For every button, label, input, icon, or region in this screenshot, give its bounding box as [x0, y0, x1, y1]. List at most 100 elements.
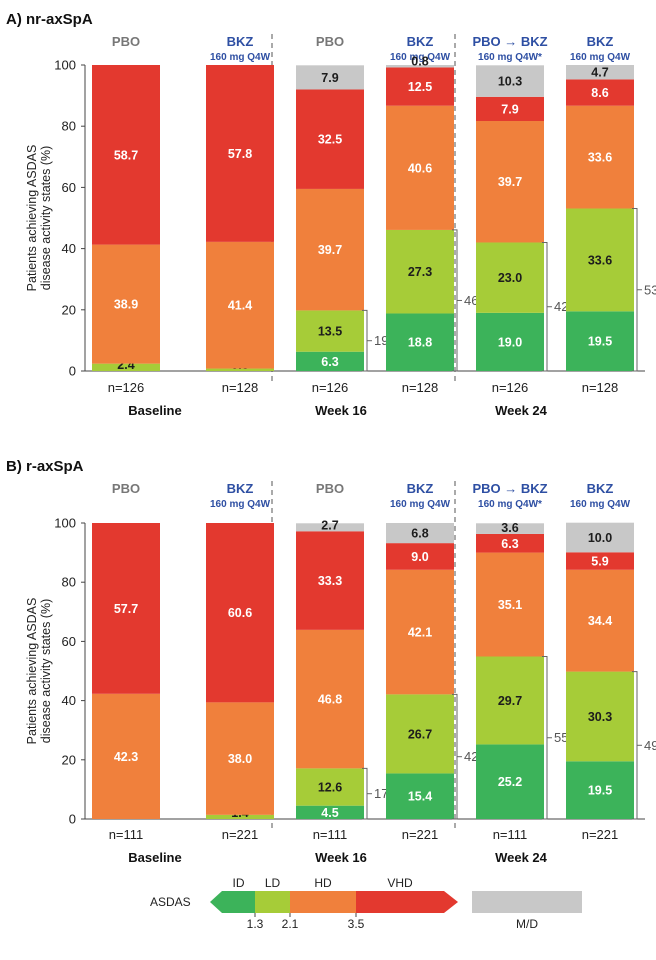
bar-subheader: 160 mg Q4W — [210, 52, 271, 63]
segment-hd — [476, 120, 544, 243]
y-tick-label: 80 — [62, 119, 76, 134]
segment-id — [476, 744, 544, 819]
legend-cutoff-label: 1.3 — [247, 917, 264, 931]
bar-header: PBO — [316, 481, 344, 496]
legend-swatch-id — [210, 891, 255, 913]
segment-ld — [386, 694, 454, 774]
segment-label-ld: 29.7 — [498, 694, 522, 708]
y-tick-label: 80 — [62, 575, 76, 590]
n-label: n=128 — [222, 380, 259, 395]
segment-ld — [296, 768, 364, 806]
segment-label-hd: 39.7 — [318, 243, 342, 257]
segment-label-ld: 12.6 — [318, 781, 342, 795]
n-label: n=126 — [492, 380, 529, 395]
segment-label-hd: 33.6 — [588, 151, 612, 165]
segment-hd — [92, 693, 160, 819]
segment-vhd — [206, 65, 274, 242]
segment-label-md: 0.8 — [411, 54, 428, 68]
segment-label-md: 10.0 — [588, 531, 612, 545]
segment-hd — [296, 188, 364, 311]
segment-label-id: 6.3 — [321, 355, 338, 369]
segment-label-hd: 35.1 — [498, 598, 522, 612]
segment-md — [296, 65, 364, 90]
segment-hd — [206, 702, 274, 815]
segment-label-ld: 27.3 — [408, 265, 432, 279]
y-tick-label: 100 — [54, 516, 76, 531]
bar-header: BKZ — [227, 34, 254, 49]
segment-ld — [386, 229, 454, 314]
segment-label-vhd: 9.0 — [411, 550, 428, 564]
timepoint-label: Week 16 — [315, 403, 367, 418]
segment-label-hd: 38.9 — [114, 298, 138, 312]
bar-5: PBO → BKZ 160 mg Q4W* 25.2 29.7 35.1 6.3 3.6 n=… — [472, 481, 579, 842]
segment-label-hd: 39.7 — [498, 175, 522, 189]
segment-label-id: 4.5 — [321, 806, 338, 820]
legend-swatch-vhd — [356, 891, 458, 913]
segment-md — [476, 523, 544, 534]
bar-header: BKZ — [587, 34, 614, 49]
y-tick-label: 40 — [62, 241, 76, 256]
bar-subheader: 160 mg Q4W — [210, 499, 271, 510]
timepoint-label: Week 24 — [495, 850, 548, 865]
segment-label-ld: 23.0 — [498, 271, 522, 285]
segment-ld — [476, 242, 544, 313]
bar-subheader: 160 mg Q4W — [570, 499, 631, 510]
segment-label-ld: 30.3 — [588, 710, 612, 724]
bar-subheader: 160 mg Q4W — [390, 52, 451, 63]
legend-swatch-md — [472, 891, 582, 913]
bar-header: PBO — [316, 34, 344, 49]
segment-hd — [566, 569, 634, 672]
bar-header: PBO → BKZ — [472, 481, 547, 496]
segment-label-id: 25.2 — [498, 775, 522, 789]
legend-cutoff-label: 3.5 — [348, 917, 365, 931]
bar-header: BKZ — [227, 481, 254, 496]
bar-5: PBO → BKZ 160 mg Q4W* 19.0 23.0 39.7 7.9 10.3 n… — [472, 34, 579, 395]
segment-ld — [296, 310, 364, 352]
segment-vhd — [92, 65, 160, 245]
segment-ld — [566, 208, 634, 312]
segment-id — [476, 312, 544, 371]
segment-hd — [206, 241, 274, 369]
bar-header: PBO — [112, 34, 140, 49]
segment-label-hd: 41.4 — [228, 299, 252, 313]
segment-hd — [476, 552, 544, 657]
segment-label-md: 2.7 — [321, 518, 338, 532]
segment-hd — [296, 629, 364, 769]
segment-label-md: 4.7 — [591, 66, 608, 80]
n-label: n=126 — [312, 380, 349, 395]
y-axis-label: Patients achieving ASDASdisease activity… — [25, 145, 53, 292]
panel-1: A) nr-axSpA 0 20 40 60 80 100 Patients achievin… — [6, 11, 656, 418]
segment-vhd — [92, 523, 160, 694]
segment-vhd — [296, 89, 364, 189]
n-label: n=111 — [313, 827, 348, 842]
id-ld-bracket-label: 53.1 — [644, 282, 656, 297]
bar-subheader: 160 mg Q4W — [570, 52, 631, 63]
bar-header: PBO — [112, 481, 140, 496]
bar-1: PBO 42.3 57.7 n=111 — [92, 481, 160, 842]
legend-state-label: ID — [233, 876, 245, 890]
segment-hd — [92, 244, 160, 364]
segment-vhd — [476, 533, 544, 553]
segment-id — [386, 313, 454, 371]
segment-ld — [92, 363, 160, 371]
segment-label-vhd: 60.6 — [228, 606, 252, 620]
segment-id — [296, 805, 364, 819]
n-label: n=126 — [108, 380, 145, 395]
n-label: n=221 — [222, 827, 259, 842]
y-tick-label: 20 — [62, 302, 76, 317]
legend: ASDAS ID LD HD VHD 1.3 2.1 3.5 M/D — [150, 876, 582, 931]
segment-vhd — [386, 67, 454, 106]
segment-label-vhd: 12.5 — [408, 80, 432, 94]
bar-subheader: 160 mg Q4W* — [478, 52, 542, 63]
legend-state-label: LD — [265, 876, 281, 890]
legend-state-label: VHD — [387, 876, 413, 890]
y-tick-label: 60 — [62, 634, 76, 649]
segment-vhd — [476, 96, 544, 121]
